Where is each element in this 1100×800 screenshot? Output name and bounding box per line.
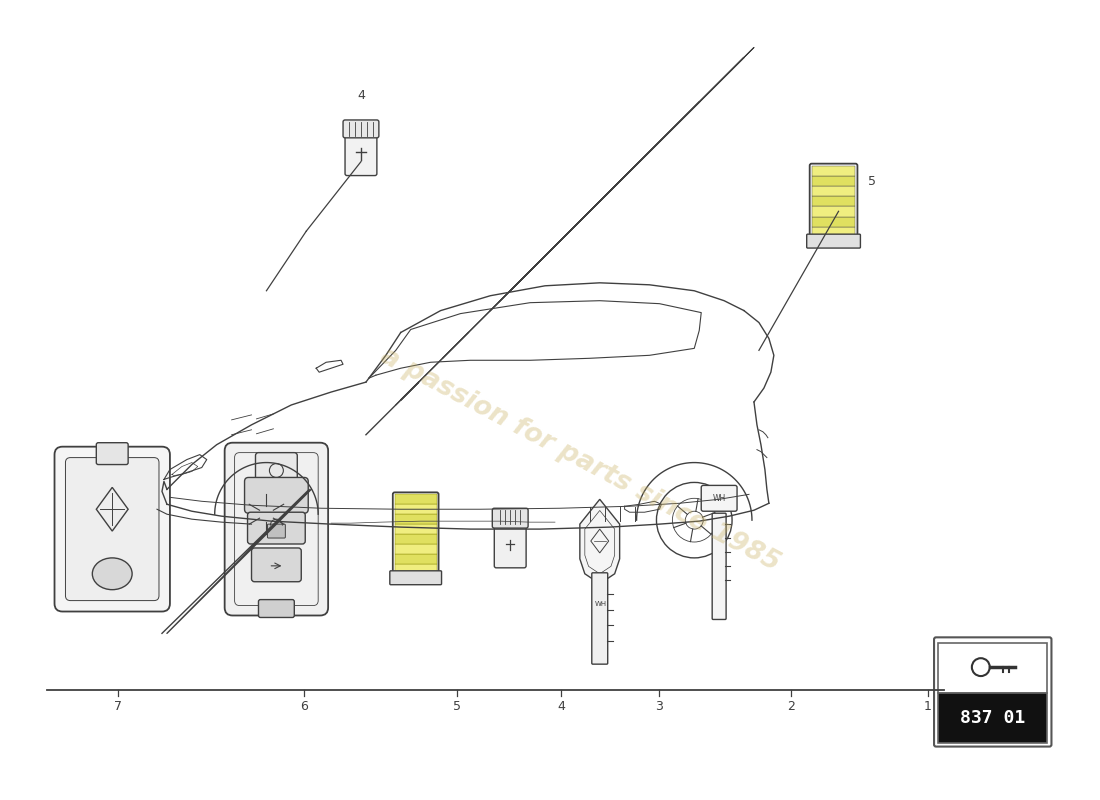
Text: WH: WH xyxy=(713,494,726,503)
FancyBboxPatch shape xyxy=(97,442,128,465)
FancyBboxPatch shape xyxy=(395,524,437,534)
FancyBboxPatch shape xyxy=(55,446,169,611)
Text: 7: 7 xyxy=(113,700,122,713)
FancyBboxPatch shape xyxy=(812,227,856,237)
FancyBboxPatch shape xyxy=(494,520,526,568)
FancyBboxPatch shape xyxy=(345,128,377,175)
FancyBboxPatch shape xyxy=(395,534,437,544)
FancyBboxPatch shape xyxy=(395,514,437,524)
FancyBboxPatch shape xyxy=(244,478,308,514)
Ellipse shape xyxy=(92,558,132,590)
FancyBboxPatch shape xyxy=(938,643,1047,693)
Text: 837 01: 837 01 xyxy=(960,709,1025,726)
Text: 5: 5 xyxy=(868,175,877,188)
Text: WH: WH xyxy=(595,601,607,606)
FancyBboxPatch shape xyxy=(224,442,328,615)
Text: a passion for parts since 1985: a passion for parts since 1985 xyxy=(376,343,784,576)
FancyBboxPatch shape xyxy=(66,458,160,601)
FancyBboxPatch shape xyxy=(343,120,378,138)
FancyBboxPatch shape xyxy=(812,176,856,186)
FancyBboxPatch shape xyxy=(812,166,856,176)
FancyBboxPatch shape xyxy=(395,494,437,504)
FancyBboxPatch shape xyxy=(592,573,607,664)
FancyBboxPatch shape xyxy=(267,524,285,538)
Text: 4: 4 xyxy=(557,700,565,713)
FancyBboxPatch shape xyxy=(712,514,726,619)
FancyBboxPatch shape xyxy=(812,206,856,217)
FancyBboxPatch shape xyxy=(258,600,295,618)
Text: 3: 3 xyxy=(656,700,663,713)
FancyBboxPatch shape xyxy=(395,544,437,554)
FancyBboxPatch shape xyxy=(701,486,737,511)
FancyBboxPatch shape xyxy=(806,234,860,248)
FancyBboxPatch shape xyxy=(812,217,856,227)
FancyBboxPatch shape xyxy=(255,453,297,488)
FancyBboxPatch shape xyxy=(395,554,437,564)
FancyBboxPatch shape xyxy=(812,186,856,196)
FancyBboxPatch shape xyxy=(389,571,441,585)
Text: 6: 6 xyxy=(300,700,308,713)
FancyBboxPatch shape xyxy=(938,693,1047,742)
Text: 2: 2 xyxy=(786,700,794,713)
FancyBboxPatch shape xyxy=(248,512,305,544)
Text: 5: 5 xyxy=(453,700,461,713)
FancyBboxPatch shape xyxy=(812,196,856,206)
FancyBboxPatch shape xyxy=(252,548,301,582)
Text: 4: 4 xyxy=(358,89,365,102)
Text: 1: 1 xyxy=(924,700,932,713)
Polygon shape xyxy=(580,499,619,584)
FancyBboxPatch shape xyxy=(395,564,437,574)
FancyBboxPatch shape xyxy=(493,508,528,528)
FancyBboxPatch shape xyxy=(395,504,437,514)
